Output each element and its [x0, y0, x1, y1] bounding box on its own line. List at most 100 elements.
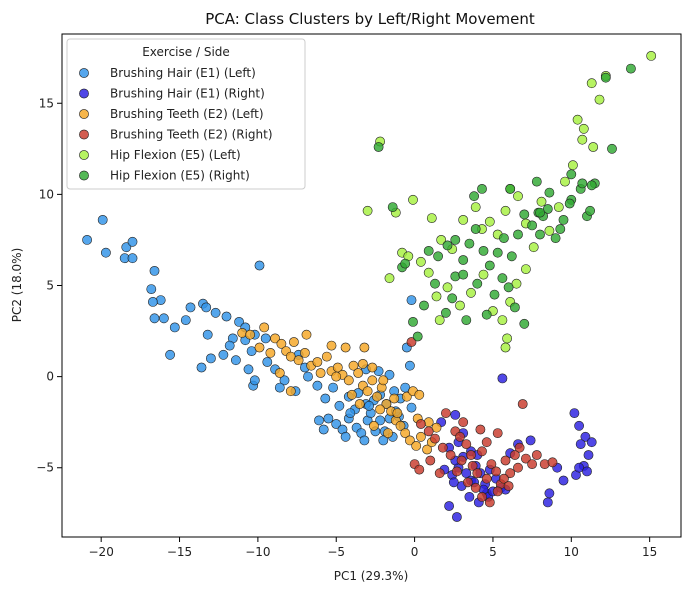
data-point-brushing-hair-e1-left-31 [196, 362, 207, 373]
legend-marker-brushing-hair-e1-right [79, 88, 89, 99]
data-point-brushing-teeth-e2-right-8 [461, 439, 472, 449]
legend-label-brushing-teeth-e2-right: Brushing Teeth (E2) (Right) [110, 128, 273, 142]
legend: Exercise / Side Brushing Hair (E1) (Left… [66, 38, 306, 190]
data-point-hip-flexion-e5-left-47 [588, 142, 599, 152]
data-point-hip-flexion-e5-left-22 [553, 202, 564, 212]
data-point-brushing-teeth-e2-left-35 [422, 444, 432, 455]
data-point-brushing-hair-e1-right-39 [558, 475, 569, 486]
data-point-hip-flexion-e5-left-31 [442, 282, 453, 293]
data-point-brushing-hair-e1-left-4 [127, 236, 138, 247]
data-point-hip-flexion-e5-right-56 [577, 178, 588, 189]
data-point-hip-flexion-e5-right-3 [423, 245, 434, 256]
data-point-brushing-teeth-e2-left-6 [276, 338, 287, 349]
data-point-hip-flexion-e5-left-6 [415, 256, 426, 267]
data-point-brushing-hair-e1-right-44 [582, 466, 592, 477]
x-tick-label: 10 [564, 545, 579, 559]
data-point-hip-flexion-e5-right-21 [558, 214, 569, 225]
data-point-brushing-teeth-e2-right-4 [437, 442, 448, 453]
data-point-hip-flexion-e5-right-8 [464, 238, 475, 249]
data-point-brushing-teeth-e2-left-31 [400, 428, 411, 438]
data-point-hip-flexion-e5-left-8 [436, 234, 447, 245]
data-point-brushing-teeth-e2-right-10 [472, 468, 483, 479]
data-point-brushing-hair-e1-right-40 [574, 462, 584, 473]
data-point-hip-flexion-e5-left-32 [455, 300, 465, 311]
data-point-brushing-teeth-e2-left-52 [368, 420, 379, 431]
data-point-hip-flexion-e5-right-14 [506, 251, 517, 262]
data-point-brushing-teeth-e2-left-25 [372, 391, 382, 402]
data-point-brushing-teeth-e2-right-22 [531, 450, 542, 460]
data-point-hip-flexion-e5-right-40 [544, 187, 555, 198]
y-tick-label: −5 [36, 461, 54, 475]
data-point-brushing-teeth-e2-left-39 [414, 389, 425, 400]
data-point-brushing-teeth-e2-right-7 [456, 455, 467, 466]
data-point-hip-flexion-e5-right-51 [400, 258, 411, 269]
data-point-brushing-hair-e1-left-45 [303, 371, 313, 382]
data-point-brushing-hair-e1-right-2 [464, 491, 475, 502]
legend-marker-hip-flexion-e5-left [79, 150, 89, 160]
data-point-brushing-teeth-e2-right-42 [517, 399, 528, 409]
data-point-hip-flexion-e5-right-38 [519, 318, 530, 329]
data-point-brushing-hair-e1-left-69 [406, 295, 417, 305]
data-point-brushing-hair-e1-right-33 [580, 431, 591, 442]
x-tick-label: −20 [89, 545, 114, 559]
data-point-brushing-hair-e1-left-3 [121, 242, 132, 253]
y-axis-label: PC2 (18.0%) [10, 248, 24, 323]
data-point-brushing-teeth-e2-right-41 [492, 428, 503, 438]
data-point-hip-flexion-e5-right-20 [550, 233, 561, 243]
data-point-brushing-teeth-e2-right-36 [425, 455, 436, 466]
data-point-hip-flexion-e5-left-36 [497, 315, 508, 325]
data-point-brushing-hair-e1-left-84 [378, 435, 389, 446]
data-point-hip-flexion-e5-right-47 [430, 278, 440, 289]
legend-label-hip-flexion-e5-right: Hip Flexion (E5) (Right) [110, 169, 250, 183]
data-point-brushing-hair-e1-right-35 [575, 439, 586, 449]
legend-label-brushing-hair-e1-right: Brushing Hair (E1) (Right) [110, 87, 265, 101]
data-point-brushing-teeth-e2-left-20 [348, 360, 359, 371]
data-point-brushing-hair-e1-left-49 [323, 413, 334, 424]
data-point-brushing-hair-e1-left-88 [345, 408, 356, 418]
data-point-brushing-hair-e1-left-29 [254, 260, 265, 271]
data-point-hip-flexion-e5-left-17 [513, 191, 523, 202]
series-hip-flexion-e5-right [373, 63, 636, 342]
data-point-brushing-teeth-e2-right-39 [458, 417, 469, 428]
data-point-brushing-teeth-e2-right-5 [445, 450, 456, 460]
series-hip-flexion-e5-left [362, 51, 657, 353]
data-point-brushing-teeth-e2-left-43 [357, 358, 368, 369]
data-point-hip-flexion-e5-right-44 [564, 198, 575, 209]
data-point-brushing-hair-e1-left-13 [169, 322, 180, 333]
data-point-hip-flexion-e5-left-34 [478, 269, 489, 280]
legend-entries: Brushing Hair (E1) (Left) Brushing Hair (… [79, 66, 273, 183]
data-point-hip-flexion-e5-left-30 [646, 51, 657, 61]
data-point-brushing-teeth-e2-left-2 [254, 342, 265, 353]
data-point-brushing-teeth-e2-left-59 [389, 393, 400, 404]
data-point-brushing-hair-e1-right-0 [451, 512, 462, 522]
data-point-hip-flexion-e5-left-11 [470, 202, 481, 212]
data-point-brushing-teeth-e2-left-4 [265, 347, 276, 358]
data-point-brushing-teeth-e2-left-33 [411, 440, 422, 451]
data-point-brushing-hair-e1-right-22 [450, 409, 461, 420]
data-point-hip-flexion-e5-right-48 [419, 300, 429, 311]
data-point-brushing-teeth-e2-right-25 [470, 482, 481, 493]
data-point-brushing-hair-e1-right-48 [448, 477, 459, 488]
data-point-hip-flexion-e5-right-49 [408, 316, 418, 327]
data-point-brushing-teeth-e2-right-16 [500, 455, 511, 466]
data-point-hip-flexion-e5-left-26 [578, 123, 589, 134]
data-point-hip-flexion-e5-right-6 [450, 234, 461, 245]
data-point-brushing-hair-e1-left-34 [230, 355, 241, 366]
data-point-brushing-teeth-e2-right-3 [430, 433, 440, 444]
data-point-hip-flexion-e5-right-42 [566, 169, 577, 180]
data-point-brushing-teeth-e2-left-57 [359, 342, 370, 353]
data-point-brushing-teeth-e2-left-40 [301, 329, 312, 340]
data-point-hip-flexion-e5-right-9 [470, 224, 481, 234]
data-point-brushing-teeth-e2-right-26 [477, 491, 487, 502]
data-point-hip-flexion-e5-left-43 [431, 291, 442, 302]
data-point-hip-flexion-e5-right-46 [447, 293, 458, 304]
data-point-brushing-hair-e1-left-12 [158, 313, 169, 324]
data-point-hip-flexion-e5-right-37 [510, 302, 520, 313]
data-point-brushing-hair-e1-left-59 [375, 415, 385, 426]
data-point-brushing-teeth-e2-right-45 [455, 431, 465, 442]
data-point-hip-flexion-e5-left-24 [568, 160, 578, 171]
data-point-brushing-hair-e1-left-6 [127, 253, 138, 264]
data-point-brushing-hair-e1-left-41 [274, 382, 285, 393]
data-point-brushing-teeth-e2-right-38 [440, 408, 451, 418]
legend-marker-brushing-teeth-e2-right [79, 129, 89, 140]
